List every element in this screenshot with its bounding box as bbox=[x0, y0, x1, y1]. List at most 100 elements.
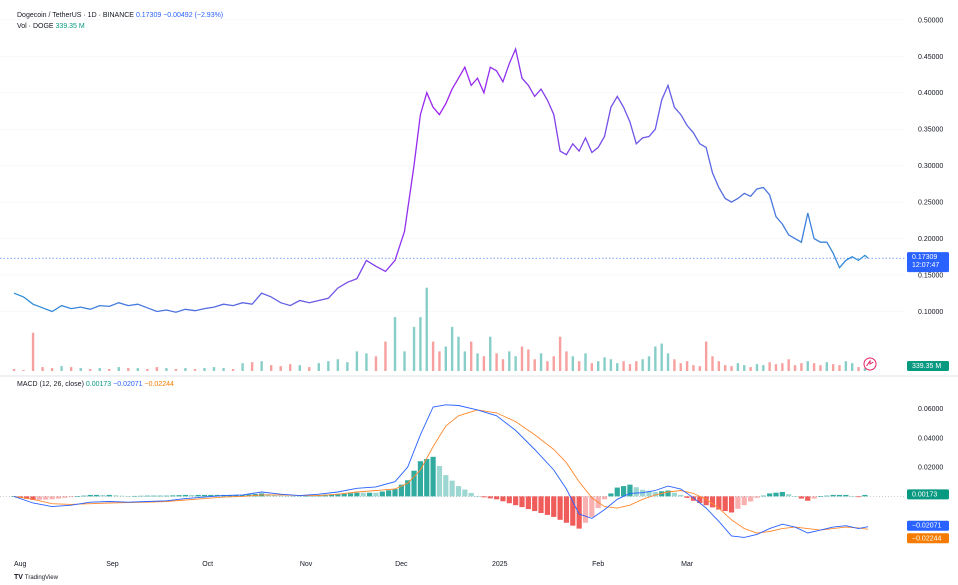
macd-histogram-bar bbox=[30, 496, 36, 501]
macd-histogram-bar bbox=[436, 465, 443, 497]
macd-histogram-bar bbox=[760, 495, 766, 497]
macd-tick-label: 0.04000 bbox=[918, 435, 943, 442]
volume-bar bbox=[31, 332, 35, 371]
volume-bar bbox=[495, 353, 498, 371]
signal-badge-text: −0.02244 bbox=[912, 535, 941, 542]
macd-histogram-bar bbox=[367, 492, 373, 497]
volume-bar bbox=[679, 363, 682, 371]
macd-histogram-bar bbox=[119, 495, 125, 497]
volume-bar bbox=[787, 359, 790, 371]
volume-bar bbox=[438, 351, 441, 371]
volume-bar bbox=[628, 364, 632, 371]
volume-bar bbox=[193, 369, 197, 371]
volume-bar bbox=[336, 359, 340, 371]
price-tick-label: 0.25000 bbox=[918, 200, 943, 207]
macd-histogram-bar bbox=[767, 493, 773, 497]
price-line bbox=[13, 46, 869, 313]
volume-bar bbox=[355, 351, 359, 371]
volume-label[interactable]: Vol · DOGE bbox=[17, 23, 54, 30]
macd-histogram-bar bbox=[570, 496, 576, 526]
volume-bar bbox=[127, 368, 130, 371]
macd-tick-label: 0.06000 bbox=[918, 406, 943, 413]
macd-histogram-bar bbox=[87, 494, 93, 497]
macd-histogram-bar bbox=[163, 495, 169, 497]
tradingview-logo[interactable]: TV TradingView bbox=[14, 574, 58, 581]
volume-bar bbox=[654, 346, 657, 371]
macd-histogram-bar bbox=[62, 496, 68, 498]
macd-histogram-bar bbox=[74, 496, 81, 497]
price-badge-text: 0.17309 bbox=[912, 254, 937, 261]
volume-bar bbox=[673, 359, 676, 371]
volume-bar bbox=[851, 363, 854, 371]
macd-histogram-bar bbox=[684, 496, 690, 498]
macd-histogram-bar bbox=[176, 495, 182, 497]
volume-bar bbox=[584, 353, 587, 371]
volume-bar bbox=[533, 359, 536, 371]
volume-bar bbox=[482, 356, 486, 371]
macd-histogram-bar bbox=[608, 493, 614, 497]
macd-histogram-bar bbox=[347, 493, 354, 497]
volume-bar bbox=[317, 363, 320, 371]
volume-header: Vol · DOGE 339.35 M bbox=[17, 22, 85, 31]
macd-histogram-bar bbox=[240, 494, 246, 497]
macd-histogram-bar bbox=[233, 494, 239, 497]
volume-bar bbox=[635, 361, 638, 371]
macd-histogram-bar bbox=[271, 494, 277, 497]
volume-bar bbox=[577, 361, 581, 371]
price-tick-label: 0.35000 bbox=[918, 127, 943, 134]
hist-badge: 0.00173 bbox=[907, 489, 949, 500]
volume-bar bbox=[308, 367, 311, 371]
volume-bar bbox=[692, 365, 695, 371]
macd-histogram-bar bbox=[201, 494, 208, 497]
macd-histogram-bar bbox=[716, 496, 722, 510]
macd-histogram-bar bbox=[392, 489, 398, 497]
volume-bar bbox=[755, 364, 759, 371]
volume-bar bbox=[279, 366, 282, 371]
macd-histogram-bar bbox=[284, 495, 290, 497]
goto-realtime-icon[interactable] bbox=[863, 357, 877, 371]
macd-histogram-bar bbox=[709, 496, 716, 508]
macd-label[interactable]: MACD (12, 26, close) bbox=[17, 381, 84, 388]
macd-histogram-bar bbox=[208, 494, 214, 497]
macd-histogram-bar bbox=[646, 490, 652, 497]
macd-histogram-bar bbox=[506, 496, 512, 504]
volume-bar bbox=[155, 367, 159, 371]
volume-bar bbox=[457, 336, 460, 371]
volume-bar bbox=[384, 341, 387, 371]
macd-histogram-bar bbox=[455, 486, 462, 497]
volume-bar bbox=[698, 366, 701, 371]
macd-histogram-bar bbox=[417, 461, 423, 497]
volume-bar bbox=[704, 341, 708, 371]
hist-badge-text: 0.00173 bbox=[912, 491, 937, 498]
volume-bar bbox=[514, 356, 517, 371]
volume-bar bbox=[231, 369, 235, 371]
macd-histogram-bar bbox=[24, 496, 30, 499]
symbol-name[interactable]: Dogecoin / TetherUS · 1D · BINANCE bbox=[17, 12, 134, 19]
macd-histogram-bar bbox=[811, 496, 817, 499]
macd-histogram-bar bbox=[665, 490, 671, 497]
macd-histogram-bar bbox=[678, 494, 684, 497]
macd-value: −0.02071 bbox=[113, 381, 143, 388]
macd-histogram-bar bbox=[862, 494, 868, 497]
macd-histogram-bar bbox=[519, 496, 525, 508]
macd-histogram-bar bbox=[182, 494, 189, 497]
volume-bar bbox=[844, 361, 848, 371]
macd-histogram-bar bbox=[449, 480, 455, 497]
volume-bar bbox=[241, 363, 244, 371]
macd-histogram-bar bbox=[195, 494, 201, 497]
macd-histogram-bar bbox=[582, 496, 589, 523]
volume-bar bbox=[419, 317, 422, 371]
macd-histogram-bar bbox=[671, 492, 677, 497]
time-tick-label: Nov bbox=[300, 561, 313, 568]
volume-bar bbox=[539, 353, 543, 371]
volume-bar bbox=[838, 365, 841, 371]
volume-bar bbox=[431, 341, 435, 371]
macd-header: MACD (12, 26, close) 0.00173 −0.02071 −0… bbox=[17, 380, 174, 389]
volume-badge: 339.35 M bbox=[907, 361, 949, 371]
macd-histogram-bar bbox=[855, 496, 862, 498]
volume-bar bbox=[781, 363, 784, 371]
macd-histogram-bar bbox=[386, 490, 392, 497]
volume-bar bbox=[527, 349, 530, 371]
macd-histogram-bar bbox=[462, 489, 468, 497]
